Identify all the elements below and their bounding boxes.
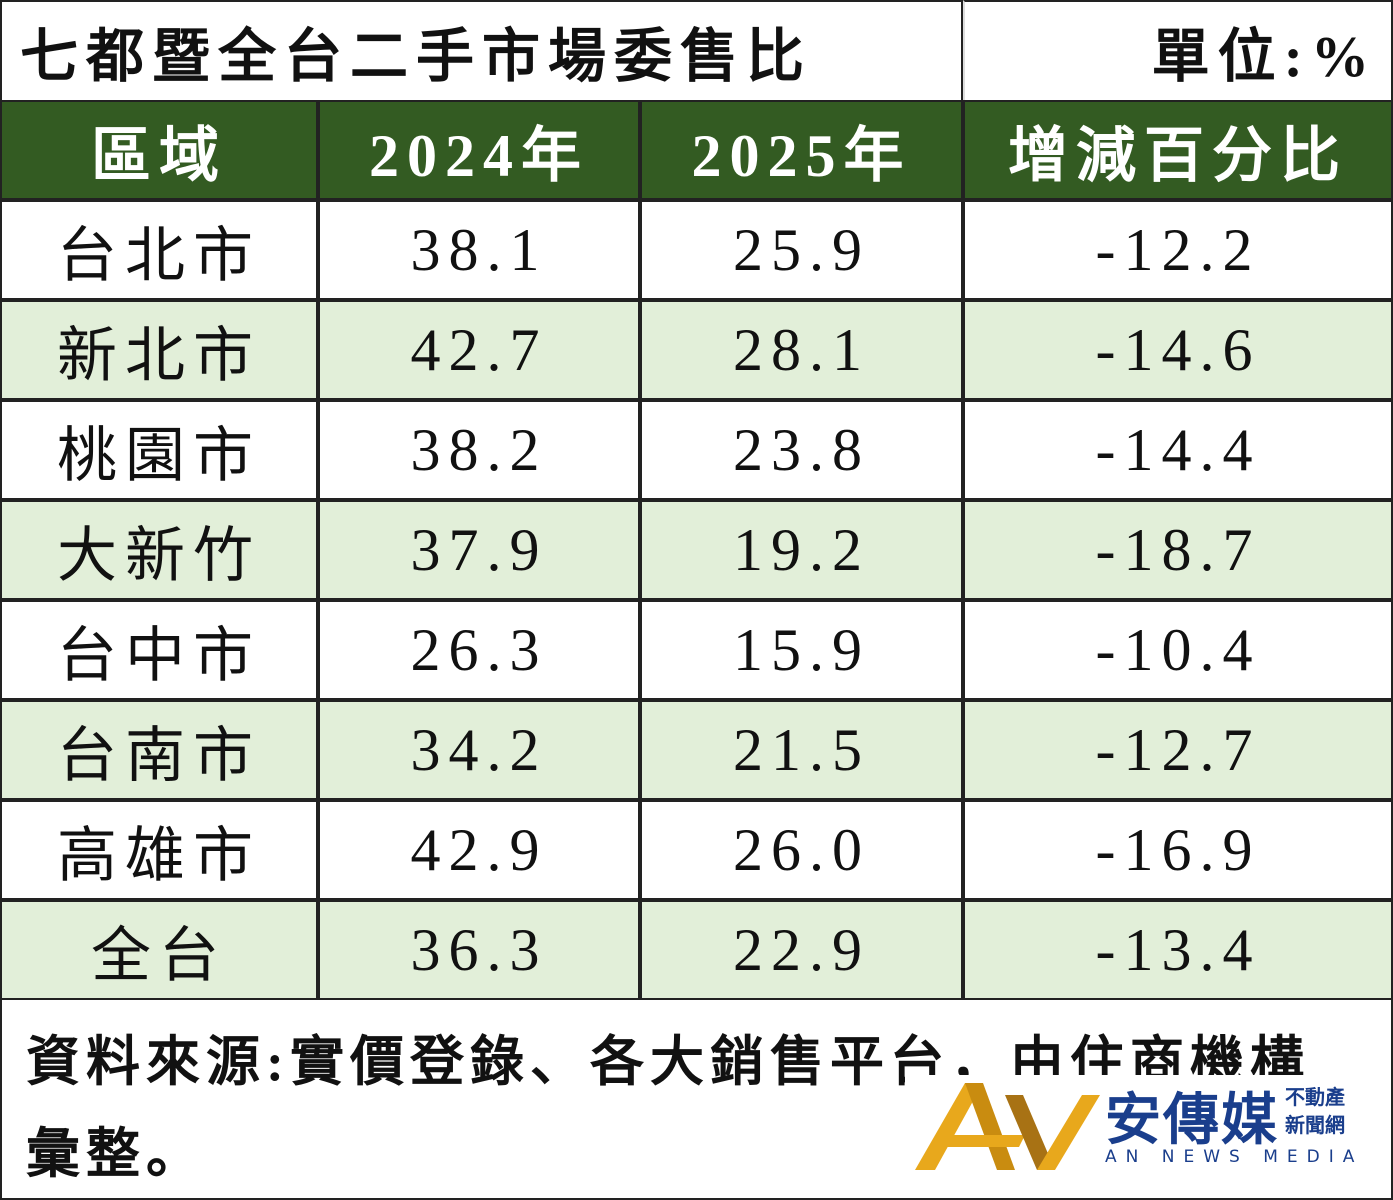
table-cell: -14.6 xyxy=(963,300,1393,400)
table-cell: -12.2 xyxy=(963,200,1393,300)
table-cell: 34.2 xyxy=(318,700,640,800)
table-cell: 台北市 xyxy=(0,200,318,300)
table-cell: 42.9 xyxy=(318,800,640,900)
table-cell: 高雄市 xyxy=(0,800,318,900)
table-cell: 全台 xyxy=(0,900,318,1000)
table-cell: 新北市 xyxy=(0,300,318,400)
table-cell: 大新竹 xyxy=(0,500,318,600)
logo-tag: 新聞網 xyxy=(1285,1113,1345,1137)
header-cell: 2024年 xyxy=(318,100,640,200)
unit: 單位:% xyxy=(963,0,1393,102)
logo: 安傳媒 不動產 新聞網 AN NEWS MEDIA xyxy=(905,1075,1375,1175)
table-cell: 37.9 xyxy=(318,500,640,600)
table-cell: 19.2 xyxy=(640,500,963,600)
logo-mark xyxy=(915,1083,1100,1170)
table-cell: 42.7 xyxy=(318,300,640,400)
table-cell: 15.9 xyxy=(640,600,963,700)
table-cell: 26.3 xyxy=(318,600,640,700)
table-cell: 23.8 xyxy=(640,400,963,500)
header-cell: 2025年 xyxy=(640,100,963,200)
table-cell: -16.9 xyxy=(963,800,1393,900)
table-cell: -10.4 xyxy=(963,600,1393,700)
table-cell: -13.4 xyxy=(963,900,1393,1000)
table-cell: -18.7 xyxy=(963,500,1393,600)
table-cell: -12.7 xyxy=(963,700,1393,800)
table-cell: 台中市 xyxy=(0,600,318,700)
logo-english: AN NEWS MEDIA xyxy=(1105,1147,1364,1167)
title: 七都暨全台二手市場委售比 xyxy=(0,0,963,102)
table-cell: -14.4 xyxy=(963,400,1393,500)
table-cell: 38.1 xyxy=(318,200,640,300)
logo-tag: 不動產 xyxy=(1285,1085,1345,1109)
header-cell: 區域 xyxy=(0,100,318,200)
table-cell: 38.2 xyxy=(318,400,640,500)
table-cell: 21.5 xyxy=(640,700,963,800)
header-cell: 增減百分比 xyxy=(963,100,1393,200)
table-cell: 36.3 xyxy=(318,900,640,1000)
table-cell: 台南市 xyxy=(0,700,318,800)
table-cell: 28.1 xyxy=(640,300,963,400)
table-cell: 22.9 xyxy=(640,900,963,1000)
logo-name: 安傳媒 xyxy=(1105,1088,1279,1153)
table-cell: 桃園市 xyxy=(0,400,318,500)
table-cell: 26.0 xyxy=(640,800,963,900)
table-cell: 25.9 xyxy=(640,200,963,300)
